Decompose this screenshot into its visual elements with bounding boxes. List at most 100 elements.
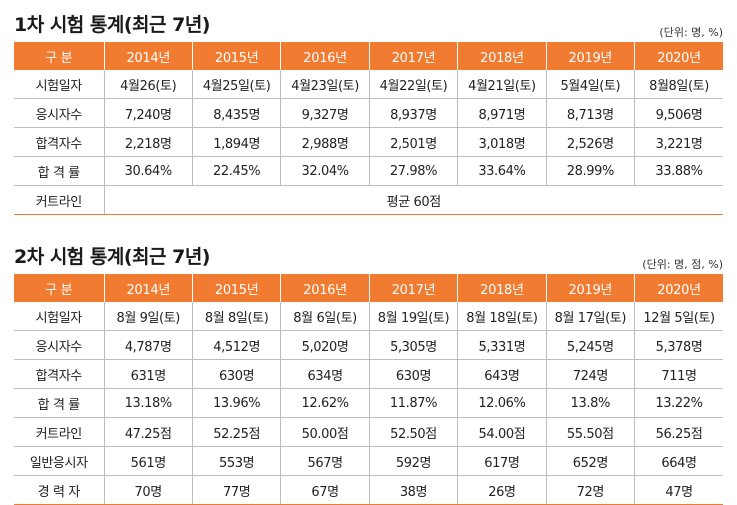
row-label: 응시자수: [14, 98, 104, 128]
table-cell: 13.96%: [191, 388, 281, 418]
table-cell: 3,221명: [634, 127, 723, 157]
table-cell: 631명: [103, 359, 193, 389]
header-cell: 2017년: [368, 42, 458, 70]
table-cell: 72명: [545, 475, 635, 505]
table-cell: 4,787명: [103, 330, 193, 360]
table-row: 시험일자 8월 9일(토) 8월 8일(토) 8월 6일(토) 8월 19일(토…: [14, 302, 723, 331]
second-exam-table: 구 분 2014년 2015년 2016년 2017년 2018년 2019년 …: [14, 274, 723, 505]
table-cell: 27.98%: [368, 156, 458, 186]
table-cell: 12.62%: [280, 388, 370, 418]
table-cell: 2,501명: [368, 127, 458, 157]
table-cell: 634명: [280, 359, 370, 389]
header-cell: 2016년: [280, 274, 370, 302]
table-cell: 8월 6일(토): [280, 302, 370, 331]
table-cell: 8,435명: [191, 98, 281, 128]
row-label: 시험일자: [14, 70, 104, 99]
table-cell: 30.64%: [103, 156, 193, 186]
first-exam-title: 1차 시험 통계(최근 7년): [14, 14, 211, 36]
table-cell: 5,378명: [634, 330, 723, 360]
row-label: 합 격 률: [14, 388, 104, 418]
table-cell: 33.88%: [634, 156, 723, 186]
table-cell: 8월 8일(토): [191, 302, 281, 331]
table-cell: 13.18%: [103, 388, 193, 418]
row-label: 합격자수: [14, 359, 104, 389]
table-cell: 9,327명: [280, 98, 370, 128]
header-cell: 2019년: [545, 42, 635, 70]
table-cell: 32.04%: [280, 156, 370, 186]
table-cell: 50.00점: [280, 417, 370, 447]
table-cell: 652명: [545, 446, 635, 476]
table-cell: 664명: [634, 446, 723, 476]
table-row: 일반응시자 561명 553명 567명 592명 617명 652명 664명: [14, 446, 723, 476]
table-cell: 4월23일(토): [280, 70, 370, 99]
table-cell: 52.50점: [368, 417, 458, 447]
table-row: 응시자수 4,787명 4,512명 5,020명 5,305명 5,331명 …: [14, 330, 723, 360]
table-cell: 711명: [634, 359, 723, 389]
header-cell: 2018년: [457, 274, 547, 302]
row-label: 커트라인: [14, 185, 104, 215]
table-cell: 4월22일(토): [368, 70, 458, 99]
header-cell: 구 분: [14, 274, 104, 302]
table-cell: 26명: [457, 475, 547, 505]
table-row-cutline: 커트라인 평균 60점: [14, 185, 723, 215]
table-cell: 77명: [191, 475, 281, 505]
table-cell: 12.06%: [457, 388, 547, 418]
table-cell: 67명: [280, 475, 370, 505]
table-cell: 553명: [191, 446, 281, 476]
table-cell: 2,218명: [103, 127, 193, 157]
table-cell: 47명: [634, 475, 723, 505]
table-cell: 643명: [457, 359, 547, 389]
table-row: 합 격 률 13.18% 13.96% 12.62% 11.87% 12.06%…: [14, 388, 723, 418]
header-cell: 2020년: [634, 274, 723, 302]
table-cell: 8,971명: [457, 98, 547, 128]
table-cell: 630명: [191, 359, 281, 389]
header-cell: 2017년: [368, 274, 458, 302]
table-row: 합격자수 631명 630명 634명 630명 643명 724명 711명: [14, 359, 723, 389]
table-cell: 4,512명: [191, 330, 281, 360]
table-cell: 70명: [103, 475, 193, 505]
table-row: 응시자수 7,240명 8,435명 9,327명 8,937명 8,971명 …: [14, 98, 723, 128]
table-row: 커트라인 47.25점 52.25점 50.00점 52.50점 54.00점 …: [14, 417, 723, 447]
table-cell: 617명: [457, 446, 547, 476]
header-cell: 2014년: [103, 274, 193, 302]
table-cell: 8월 19일(토): [368, 302, 458, 331]
row-label: 응시자수: [14, 330, 104, 360]
first-exam-unit: (단위: 명, %): [659, 26, 723, 39]
table-cell: 8월 9일(토): [103, 302, 193, 331]
header-cell: 2015년: [191, 274, 281, 302]
table-cell: 5,305명: [368, 330, 458, 360]
row-label: 합격자수: [14, 127, 104, 157]
table-cell: 4월25일(토): [191, 70, 281, 99]
table-cell: 56.25점: [634, 417, 723, 447]
table-cell: 9,506명: [634, 98, 723, 128]
table-cell: 2,526명: [545, 127, 635, 157]
table-cell: 630명: [368, 359, 458, 389]
table-cell: 7,240명: [103, 98, 193, 128]
table-cell: 724명: [545, 359, 635, 389]
table-header-row: 구 분 2014년 2015년 2016년 2017년 2018년 2019년 …: [14, 42, 723, 70]
table-cell: 8월 17일(토): [545, 302, 635, 331]
table-cell: 52.25점: [191, 417, 281, 447]
table-cell: 5,020명: [280, 330, 370, 360]
table-cell: 22.45%: [191, 156, 281, 186]
table-cell: 55.50점: [545, 417, 635, 447]
table-cell: 4월21일(토): [457, 70, 547, 99]
row-label: 시험일자: [14, 302, 104, 331]
table-cell: 567명: [280, 446, 370, 476]
header-cell: 2019년: [545, 274, 635, 302]
table-cell: 2,988명: [280, 127, 370, 157]
table-cell: 592명: [368, 446, 458, 476]
header-cell: 구 분: [14, 42, 104, 70]
second-exam-unit: (단위: 명, 점, %): [642, 258, 723, 271]
table-cell: 54.00점: [457, 417, 547, 447]
row-label: 경 력 자: [14, 475, 104, 505]
table-cell: 5월4일(토): [545, 70, 635, 99]
table-cell: 33.64%: [457, 156, 547, 186]
row-label: 커트라인: [14, 417, 104, 447]
table-cell: 4월26(토): [103, 70, 193, 99]
header-cell: 2018년: [457, 42, 547, 70]
header-cell: 2015년: [191, 42, 281, 70]
table-cell: 11.87%: [368, 388, 458, 418]
table-cell: 5,331명: [457, 330, 547, 360]
row-label: 일반응시자: [14, 446, 104, 476]
